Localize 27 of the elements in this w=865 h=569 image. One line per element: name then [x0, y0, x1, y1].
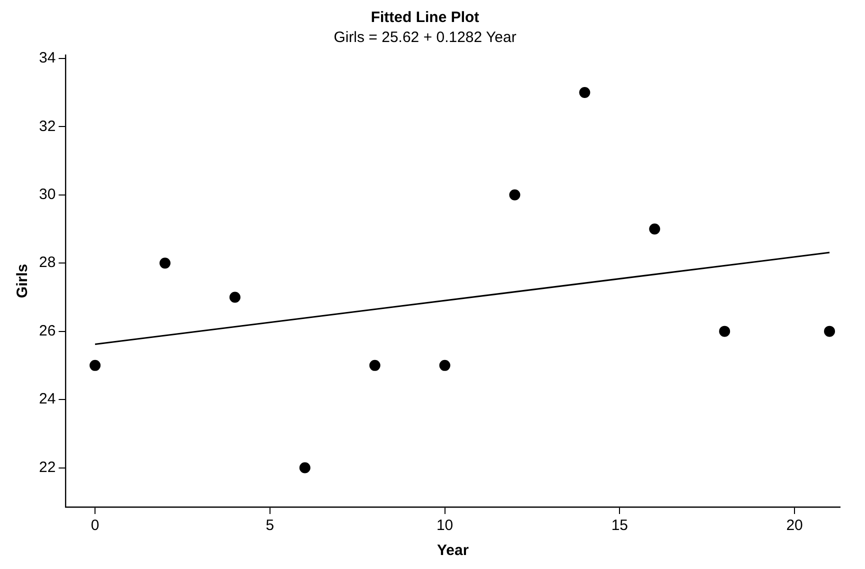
- point: [229, 292, 240, 303]
- point: [509, 189, 520, 200]
- x-tick-label: 20: [786, 517, 803, 534]
- y-tick-label: 30: [38, 186, 56, 204]
- point: [439, 360, 450, 371]
- point: [579, 87, 590, 98]
- x-tick-label: 15: [611, 517, 628, 534]
- chart-title: Fitted Line Plot: [370, 9, 480, 26]
- point: [90, 360, 101, 371]
- point: [824, 326, 836, 337]
- x-axis-title: Year: [436, 542, 469, 560]
- point: [719, 326, 730, 337]
- point: [299, 462, 310, 474]
- y-tick-label: 32: [38, 118, 56, 135]
- chart-subtitle: Girls = 25.62 + 0.1282 Year: [334, 29, 516, 46]
- x-tick-label: 10: [436, 517, 454, 534]
- point: [369, 360, 380, 371]
- y-tick-label: 26: [38, 322, 56, 340]
- y-tick-label: 22: [38, 458, 56, 476]
- point: [649, 223, 660, 234]
- y-axis-title: Girls: [14, 264, 32, 298]
- x-tick-label: 5: [266, 517, 274, 534]
- x-tick-label: 0: [90, 517, 100, 534]
- y-tick-label: 34: [38, 50, 56, 67]
- point: [160, 258, 171, 269]
- y-tick-label: 28: [38, 254, 56, 272]
- y-tick-label: 24: [38, 390, 56, 408]
